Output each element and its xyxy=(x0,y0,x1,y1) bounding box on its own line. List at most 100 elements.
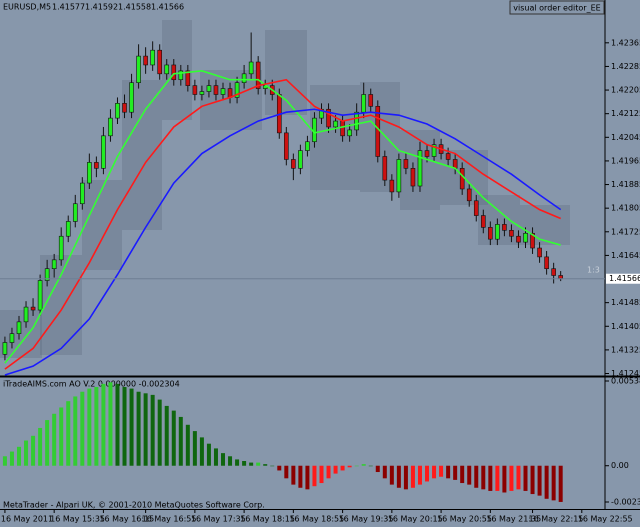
zone xyxy=(310,85,360,190)
ao-bar xyxy=(108,382,113,466)
candle-body xyxy=(551,268,556,276)
ao-bar xyxy=(235,459,240,466)
ao-bar xyxy=(361,464,366,466)
candle-body xyxy=(516,235,521,243)
y-tick-label: 1.42365 xyxy=(611,38,640,47)
open-label: 1.41577 xyxy=(52,3,85,12)
ao-bar xyxy=(31,435,36,466)
candle-body xyxy=(72,203,78,222)
ao-bar xyxy=(474,465,479,488)
candle-body xyxy=(312,117,317,143)
candle-body xyxy=(2,342,8,355)
candle-body xyxy=(65,221,71,237)
candle-body xyxy=(108,117,113,137)
ao-bar xyxy=(481,465,486,490)
candle-body xyxy=(389,179,395,193)
y-tick-label: 1.41725 xyxy=(611,227,640,236)
ao-bar xyxy=(340,465,345,471)
ao-bar xyxy=(509,465,514,491)
ao-bar xyxy=(73,396,78,466)
editor-label[interactable]: visual order editor_EE xyxy=(513,4,600,13)
candle-body xyxy=(199,91,205,95)
ao-bar xyxy=(277,465,282,471)
ao-bar xyxy=(389,465,394,485)
ao-bar xyxy=(185,424,190,466)
ao-bar xyxy=(59,407,64,466)
ao-bar xyxy=(87,388,92,466)
ao-bar xyxy=(417,465,422,485)
candle-body xyxy=(544,256,549,270)
ao-bar xyxy=(9,451,14,466)
candle-body xyxy=(452,159,458,169)
candle-body xyxy=(241,73,247,83)
ao-bar xyxy=(136,391,141,466)
ao-bar xyxy=(291,465,296,485)
y-tick-label: 1.42205 xyxy=(611,86,640,95)
ao-bar xyxy=(164,405,169,466)
y-tick-label: 1.42125 xyxy=(611,109,640,118)
candle-body xyxy=(178,70,184,81)
x-tick-label: 16 May 20:55 xyxy=(437,515,492,524)
candle-body xyxy=(417,150,423,187)
ao-bar xyxy=(326,465,331,479)
ao-bar xyxy=(38,427,43,466)
ao-bar xyxy=(488,465,493,491)
ao-bar xyxy=(228,456,233,466)
ao-bar xyxy=(403,465,408,490)
candle-body xyxy=(192,85,198,95)
candle-body xyxy=(368,94,374,107)
ao-bar xyxy=(516,465,521,490)
ao-bar xyxy=(446,465,451,479)
ao-bar xyxy=(453,465,458,480)
low-label: 1.41558 xyxy=(118,3,151,12)
x-tick-label: 16 May 17:35 xyxy=(191,515,246,524)
y-tick-label: 0.005382 xyxy=(611,377,640,386)
y-tick-label: 1.42045 xyxy=(611,133,640,142)
candle-body xyxy=(298,150,303,169)
editor-box[interactable] xyxy=(509,0,605,15)
ao-bar xyxy=(333,465,338,474)
y-tick-label: 1.41405 xyxy=(611,322,640,331)
ao-bar xyxy=(270,465,275,467)
ao-bar xyxy=(425,465,430,482)
ratio-label: 1:3 xyxy=(587,266,600,275)
candle-body xyxy=(403,159,409,169)
ao-bar xyxy=(178,416,183,466)
ao-bar xyxy=(382,465,387,479)
candle-body xyxy=(354,111,359,131)
ao-bar xyxy=(284,465,289,479)
candle-body xyxy=(23,306,29,323)
candle-body xyxy=(150,49,155,66)
candle-body xyxy=(16,321,22,334)
ao-bar xyxy=(16,446,21,466)
x-tick-label: 16 May 2011 xyxy=(1,515,53,524)
zone xyxy=(122,80,162,230)
candle-body xyxy=(459,168,465,190)
ao-bar xyxy=(24,440,29,466)
candle-body xyxy=(333,120,338,128)
candle-body xyxy=(30,306,36,311)
x-tick-label: 16 May 20:15 xyxy=(388,515,443,524)
candle-body xyxy=(431,144,437,157)
ao-bar xyxy=(263,464,268,466)
ao-bar xyxy=(171,410,176,466)
candle-body xyxy=(9,333,15,343)
price-box xyxy=(606,273,640,284)
ao-bar xyxy=(80,391,85,466)
ao-bar xyxy=(502,465,507,493)
ao-bar xyxy=(199,437,204,466)
ao-bar xyxy=(530,465,535,495)
ao-bar xyxy=(298,465,303,488)
candle-body xyxy=(101,135,106,169)
ao-bar xyxy=(551,465,556,501)
ao-bar xyxy=(495,465,500,491)
ao-bar xyxy=(242,461,247,466)
y-tick-label: 1.41485 xyxy=(611,298,640,307)
candle-body xyxy=(58,235,64,261)
candle-body xyxy=(164,64,170,75)
candle-body xyxy=(206,85,212,92)
y-tick-label: 1.41965 xyxy=(611,156,640,165)
candle-body xyxy=(509,230,514,237)
indicator-title: iTradeAIMS.com AO V.2 0.000000 -0.002304 xyxy=(3,380,180,389)
